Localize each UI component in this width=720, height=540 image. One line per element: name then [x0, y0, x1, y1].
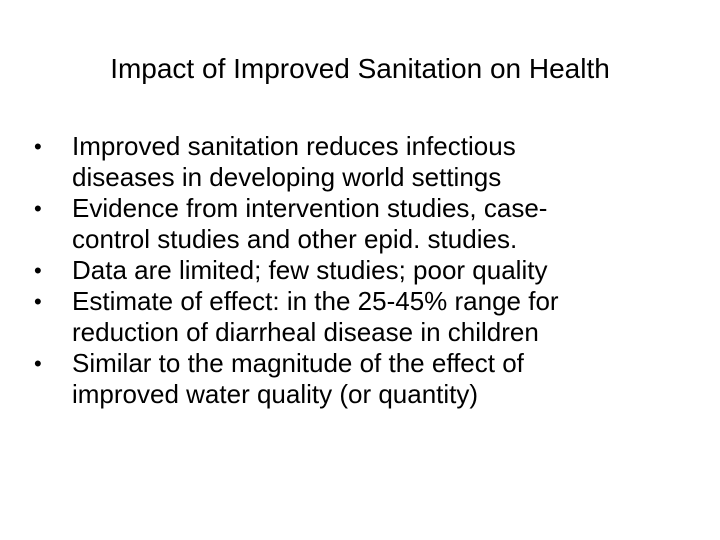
- bullet-item: • Data are limited; few studies; poor qu…: [34, 255, 694, 286]
- bullet-text: Evidence from intervention studies, case…: [72, 193, 694, 255]
- bullet-line: Data are limited; few studies; poor qual…: [72, 255, 548, 285]
- bullet-text: Improved sanitation reduces infectious d…: [72, 131, 694, 193]
- bullet-line: reduction of diarrheal disease in childr…: [72, 317, 539, 347]
- bullet-item: • Evidence from intervention studies, ca…: [34, 193, 694, 255]
- slide-title: Impact of Improved Sanitation on Health: [110, 53, 610, 84]
- bullet-line: Similar to the magnitude of the effect o…: [72, 348, 524, 378]
- bullet-icon: •: [34, 134, 42, 159]
- bullet-line: improved water quality (or quantity): [72, 379, 479, 409]
- bullet-item: • Similar to the magnitude of the effect…: [34, 348, 694, 410]
- bullet-text: Data are limited; few studies; poor qual…: [72, 255, 694, 286]
- bullet-icon: •: [34, 289, 42, 314]
- bullet-item: • Improved sanitation reduces infectious…: [34, 131, 694, 193]
- bullet-line: Improved sanitation reduces infectious: [72, 131, 516, 161]
- bullet-line: diseases in developing world settings: [72, 162, 502, 192]
- bullet-line: control studies and other epid. studies.: [72, 224, 518, 254]
- bullet-icon: •: [34, 196, 42, 221]
- bullet-line: Evidence from intervention studies, case…: [72, 193, 548, 223]
- bullet-icon: •: [34, 351, 42, 376]
- bullet-item: • Estimate of effect: in the 25-45% rang…: [34, 286, 694, 348]
- bullet-list: • Improved sanitation reduces infectious…: [34, 131, 694, 410]
- bullet-text: Similar to the magnitude of the effect o…: [72, 348, 694, 410]
- bullet-line: Estimate of effect: in the 25-45% range …: [72, 286, 559, 316]
- bullet-icon: •: [34, 258, 42, 283]
- bullet-text: Estimate of effect: in the 25-45% range …: [72, 286, 694, 348]
